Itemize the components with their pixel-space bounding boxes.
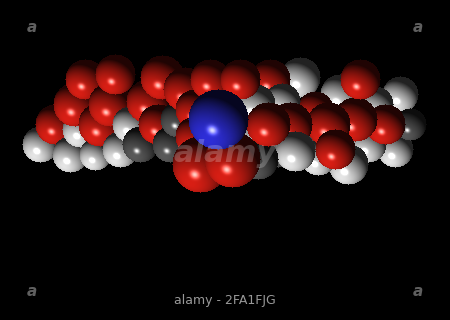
Text: a: a (413, 20, 423, 36)
Text: a: a (27, 20, 37, 36)
Text: a: a (413, 284, 423, 300)
Text: alamy: alamy (173, 139, 277, 168)
Text: alamy - 2FA1FJG: alamy - 2FA1FJG (174, 294, 276, 307)
Text: a: a (27, 284, 37, 300)
